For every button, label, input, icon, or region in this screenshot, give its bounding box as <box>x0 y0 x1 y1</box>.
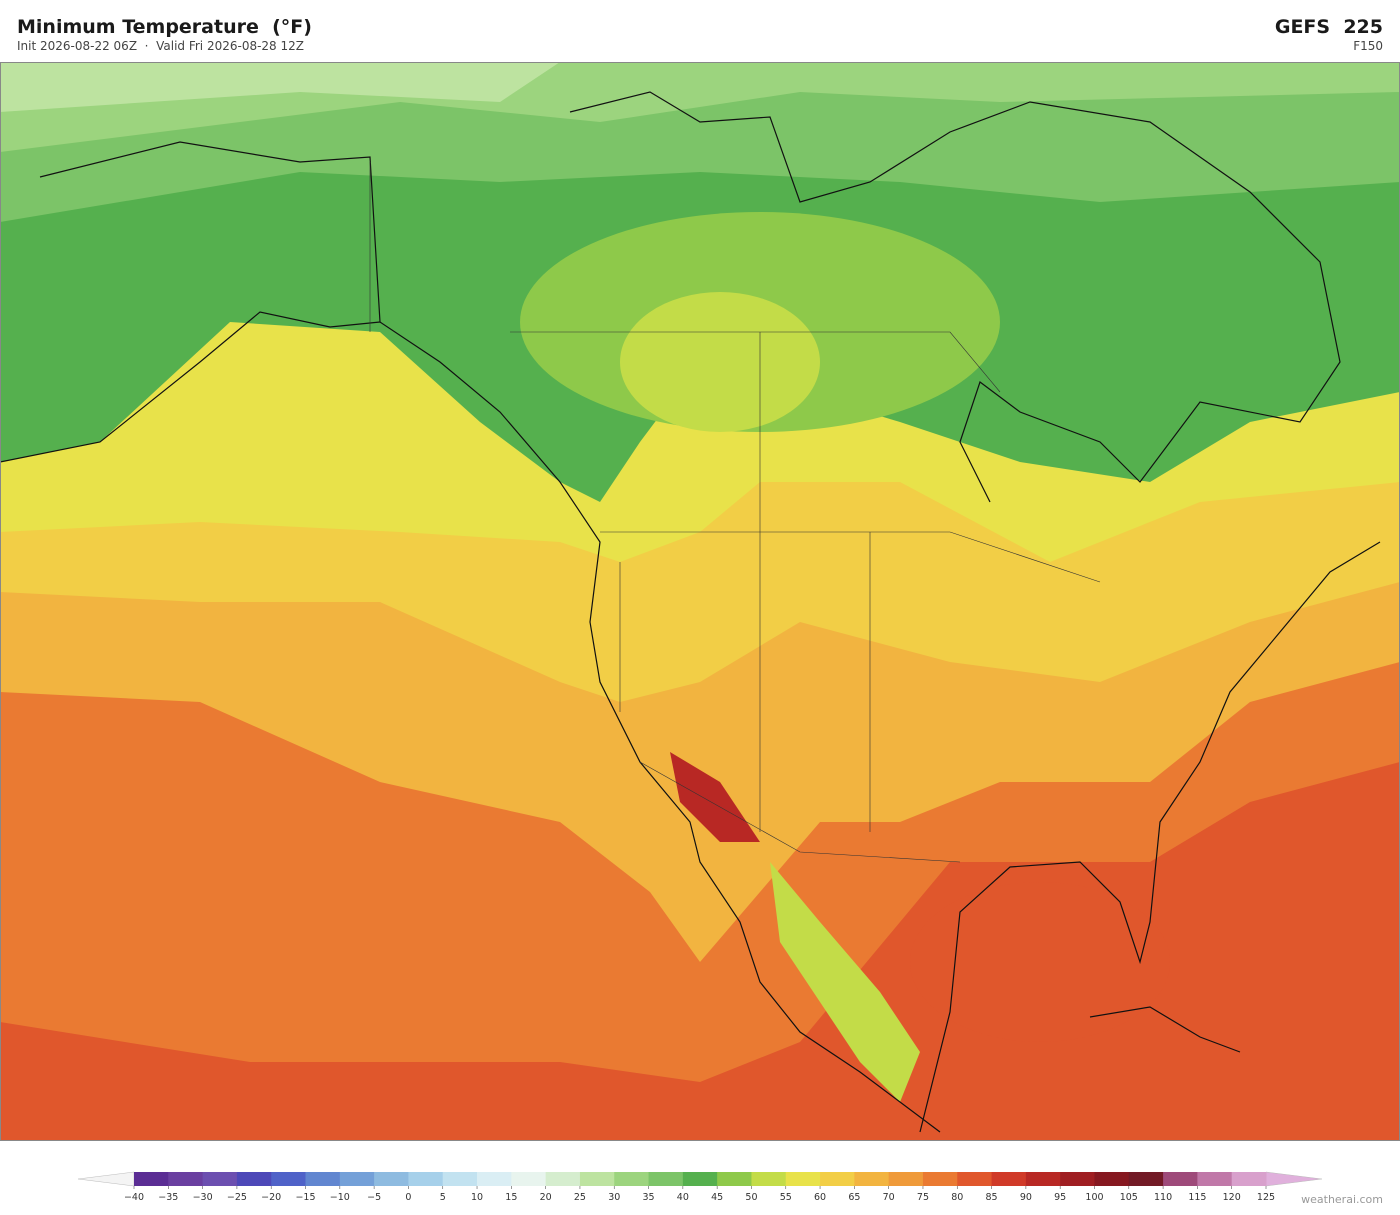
color-swatch <box>1197 1172 1233 1186</box>
tick-label: 5 <box>440 1192 446 1203</box>
gulf <box>910 882 1170 1042</box>
color-swatch <box>1094 1172 1130 1186</box>
tick-label: 45 <box>711 1192 723 1203</box>
tick-label: 100 <box>1085 1192 1103 1203</box>
tick-label: 95 <box>1054 1192 1066 1203</box>
color-swatch <box>1025 1172 1061 1186</box>
color-swatch <box>339 1172 375 1186</box>
tick-label: 40 <box>677 1192 689 1203</box>
colorbar-under <box>77 1171 135 1187</box>
color-swatch <box>820 1172 855 1186</box>
model-label: GEFS 225 <box>1274 16 1383 38</box>
color-swatch <box>305 1172 341 1186</box>
tick-label: 110 <box>1154 1192 1172 1203</box>
tick-label: −10 <box>330 1192 350 1203</box>
tick-label: 55 <box>780 1192 792 1203</box>
tick-label: −5 <box>367 1192 381 1203</box>
tick-label: 115 <box>1188 1192 1206 1203</box>
color-swatch <box>442 1172 478 1186</box>
temp-band <box>620 292 820 432</box>
tick-label: −20 <box>261 1192 281 1203</box>
color-swatch <box>957 1172 993 1186</box>
color-swatch <box>888 1172 924 1186</box>
color-swatch <box>134 1172 169 1186</box>
color-swatch <box>682 1172 718 1186</box>
color-swatch <box>511 1172 547 1186</box>
coastlines <box>0 91 1381 1133</box>
mexico-plateau <box>770 862 920 1102</box>
color-swatch <box>751 1172 787 1186</box>
tick-label: −35 <box>158 1192 178 1203</box>
tick-label: 60 <box>814 1192 826 1203</box>
tick-label: 15 <box>505 1192 517 1203</box>
tick-label: 120 <box>1223 1192 1241 1203</box>
color-swatch <box>168 1172 204 1186</box>
tick-label: −25 <box>227 1192 247 1203</box>
tick-label: 70 <box>883 1192 895 1203</box>
tick-label: 50 <box>745 1192 757 1203</box>
credit: weatherai.com <box>1301 1193 1383 1206</box>
colorbar: −40 −35 −30 −25 −20 −15 −10 −5 0 5 10 15 20 25 30 35 40 4… <box>77 1171 1323 1203</box>
color-swatch <box>579 1172 615 1186</box>
forecast-hour: F150 <box>1353 39 1383 53</box>
color-swatch <box>408 1172 444 1186</box>
color-swatch <box>1231 1172 1267 1186</box>
color-swatch <box>1060 1172 1095 1186</box>
tick-label: 80 <box>951 1192 963 1203</box>
color-swatch <box>614 1172 650 1186</box>
color-swatch <box>717 1172 752 1186</box>
color-swatch <box>1128 1172 1164 1186</box>
tick-label: 65 <box>848 1192 860 1203</box>
tick-label: 25 <box>574 1192 586 1203</box>
tick-label: 10 <box>471 1192 483 1203</box>
tick-label: −30 <box>193 1192 213 1203</box>
map-subtitle: Init 2026-08-22 06Z · Valid Fri 2026-08-… <box>17 39 304 53</box>
color-swatch <box>374 1172 409 1186</box>
colorbar-over <box>1265 1171 1323 1187</box>
map-title: Minimum Temperature (°F) <box>17 16 312 38</box>
color-swatch <box>854 1172 890 1186</box>
color-swatch <box>545 1172 581 1186</box>
color-swatch <box>236 1172 272 1186</box>
color-swatch <box>648 1172 684 1186</box>
tick-label: −15 <box>295 1192 315 1203</box>
tick-label: 90 <box>1020 1192 1032 1203</box>
tick-label: 0 <box>405 1192 411 1203</box>
color-swatch <box>991 1172 1027 1186</box>
tick-label: 125 <box>1257 1192 1275 1203</box>
tick-label: 85 <box>986 1192 998 1203</box>
temperature-map <box>0 62 1400 1141</box>
borders <box>369 162 1101 863</box>
color-swatch <box>477 1172 512 1186</box>
color-swatch <box>785 1172 821 1186</box>
tick-label: 35 <box>642 1192 654 1203</box>
tick-label: 105 <box>1120 1192 1138 1203</box>
color-swatch <box>922 1172 958 1186</box>
temp-band <box>0 62 560 112</box>
color-swatch <box>271 1172 307 1186</box>
tick-label: −40 <box>124 1192 144 1203</box>
color-swatch <box>1163 1172 1198 1186</box>
tick-label: 20 <box>540 1192 552 1203</box>
color-swatch <box>202 1172 238 1186</box>
tick-label: 75 <box>917 1192 929 1203</box>
tick-label: 30 <box>608 1192 620 1203</box>
hot-spot <box>670 752 760 842</box>
